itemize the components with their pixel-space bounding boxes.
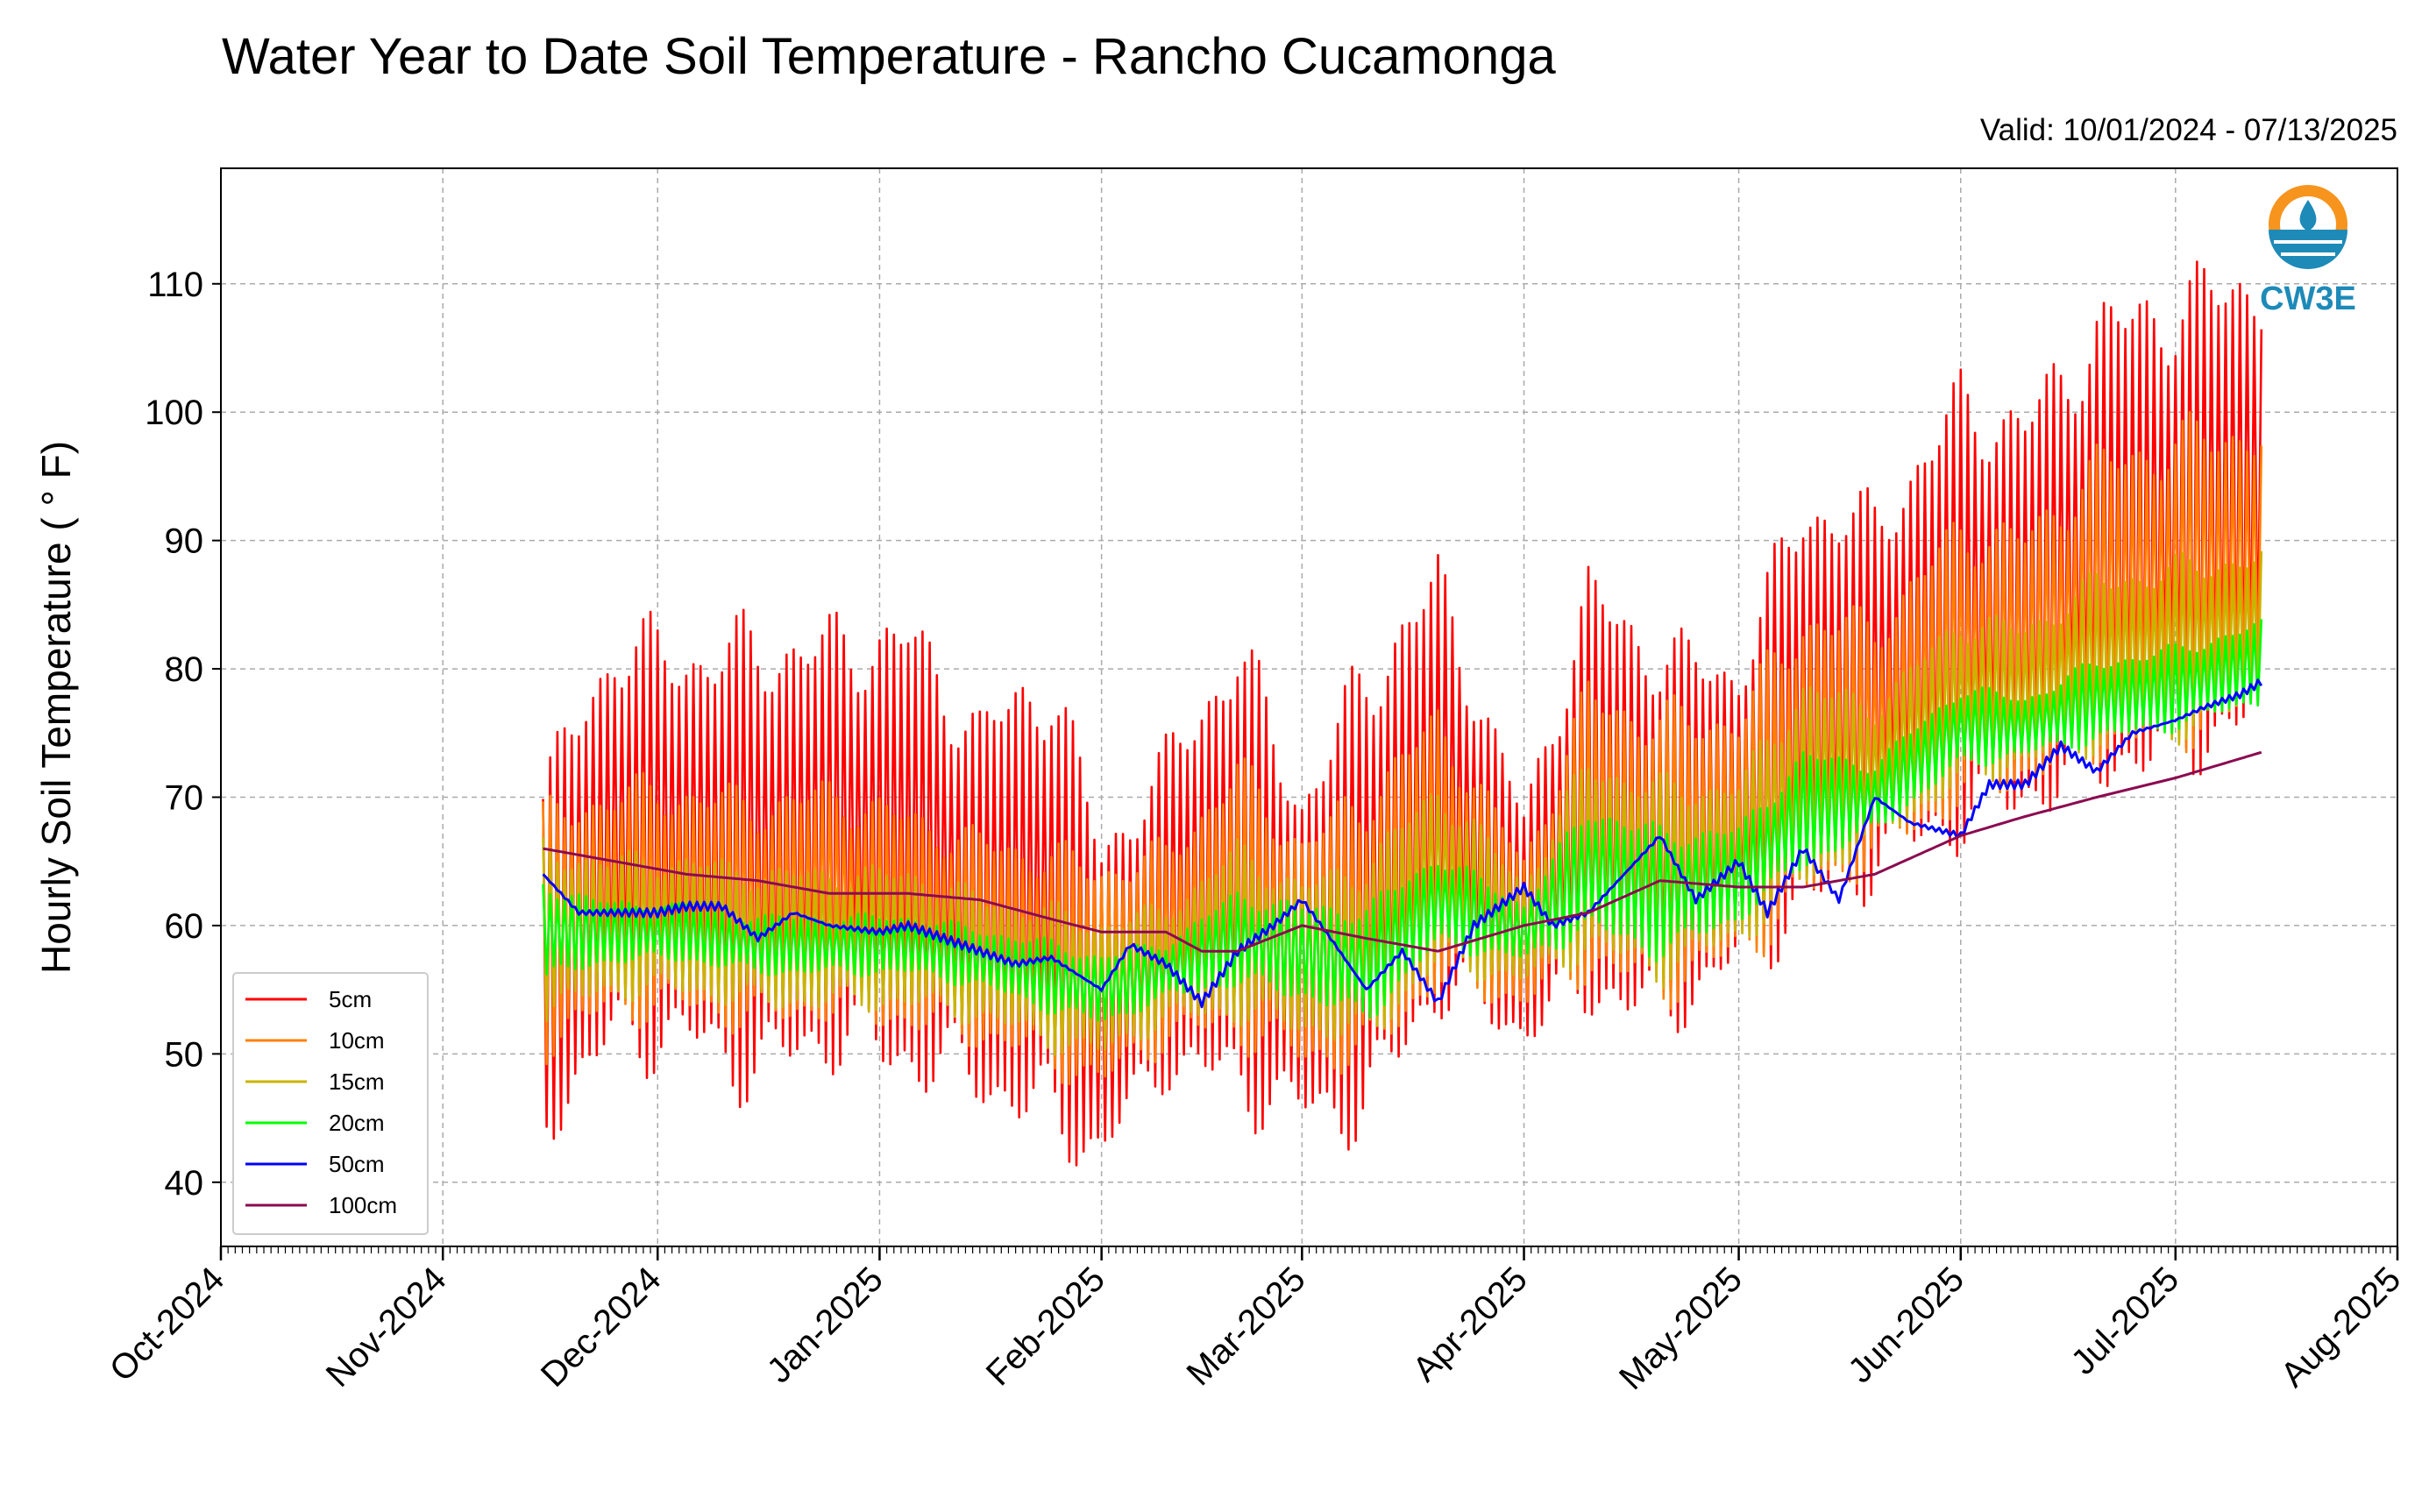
x-tick-label: Jun-2025 [1841, 1260, 1971, 1390]
legend-label-15cm: 15cm [329, 1068, 385, 1095]
legend-label-20cm: 20cm [329, 1110, 385, 1136]
chart-subtitle: Valid: 10/01/2024 - 07/13/2025 [1980, 113, 2397, 147]
x-tick-label: Apr-2025 [1405, 1260, 1534, 1388]
y-tick-label: 80 [165, 650, 204, 689]
y-tick-label: 60 [165, 907, 204, 946]
y-tick-label: 100 [145, 394, 203, 432]
series-line-50cm [542, 678, 2263, 1009]
series-line-100cm [543, 750, 2262, 953]
series-bands [542, 260, 2263, 1167]
series-line-15cm [542, 550, 2263, 1056]
x-tick-label: Jan-2025 [760, 1260, 891, 1390]
x-tick-label: Oct-2024 [103, 1260, 231, 1388]
legend: 5cm 10cm 15cm 20cm 50cm 100cm [232, 972, 429, 1235]
x-axis-ticks: Oct-2024 Nov-2024 Dec-2024 Jan-2025 Feb-2025… [103, 1246, 2408, 1397]
x-tick-label: Aug-2025 [2274, 1260, 2409, 1395]
legend-box [232, 972, 429, 1235]
cw3e-logo: CW3E [2260, 185, 2356, 317]
x-tick-label: Nov-2024 [319, 1260, 454, 1395]
logo-text: CW3E [2260, 280, 2356, 317]
legend-label-100cm: 100cm [329, 1192, 397, 1218]
x-tick-label: Dec-2024 [534, 1260, 669, 1395]
chart-title: Water Year to Date Soil Temperature - Ra… [222, 28, 1556, 85]
y-tick-label: 40 [165, 1164, 204, 1203]
y-tick-label: 50 [165, 1035, 204, 1074]
minor-tick-marks [220, 1246, 2398, 1253]
x-tick-label: May-2025 [1612, 1260, 1750, 1397]
y-axis-ticks: 40 50 60 70 80 90 100 110 [145, 266, 221, 1203]
y-axis-label: Hourly Soil Temperature ( ° F) [33, 441, 79, 974]
legend-label-10cm: 10cm [329, 1027, 385, 1054]
y-tick-label: 90 [165, 522, 204, 561]
y-tick-label: 110 [147, 266, 203, 304]
legend-label-50cm: 50cm [329, 1151, 385, 1177]
series-lines [542, 678, 2263, 1009]
x-tick-label: Mar-2025 [1180, 1260, 1313, 1393]
legend-label-5cm: 5cm [329, 986, 372, 1012]
series-line-5cm [542, 260, 2263, 1167]
x-tick-label: Feb-2025 [979, 1260, 1112, 1393]
y-tick-label: 70 [165, 779, 204, 818]
series-line-10cm [542, 410, 2263, 1086]
x-tick-label: Jul-2025 [2064, 1260, 2187, 1382]
